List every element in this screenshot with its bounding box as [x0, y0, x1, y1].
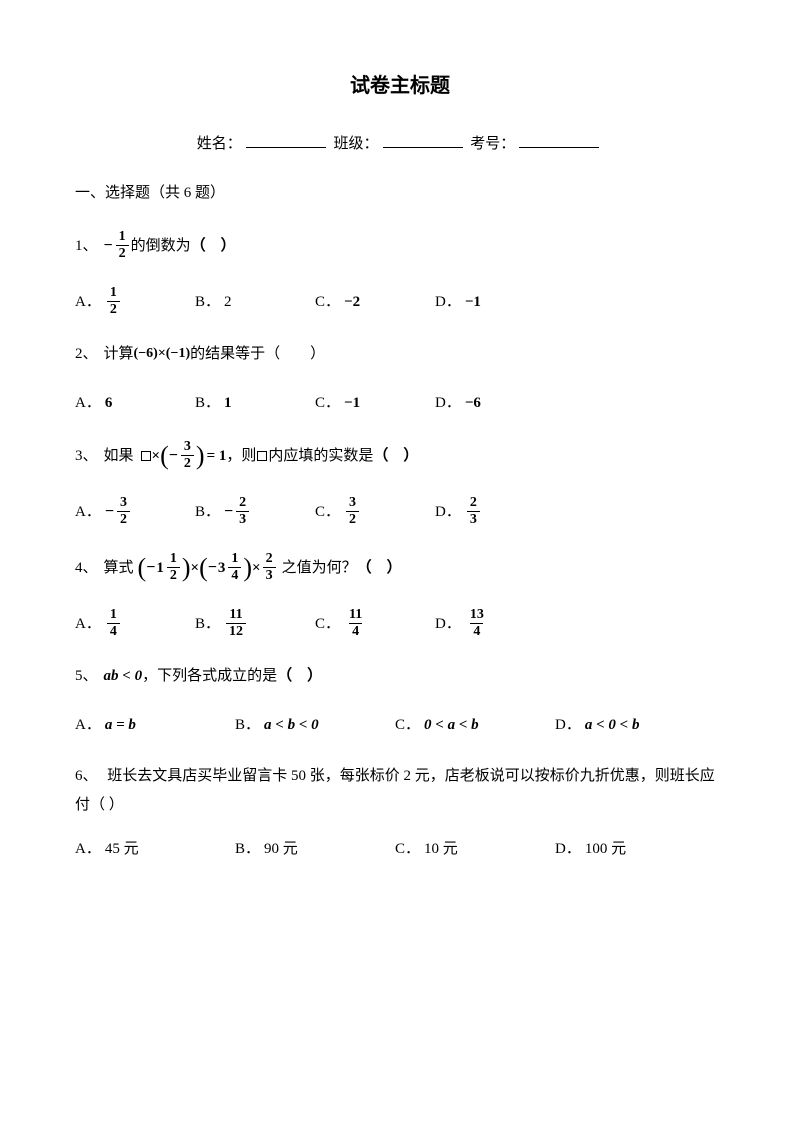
q3-prefix: 如果	[104, 444, 134, 468]
q5-opt-a[interactable]: A．a = b	[75, 713, 235, 737]
q4-suffix: 之值为何？	[282, 556, 357, 580]
q6-text: 班长去文具店买毕业留言卡 50 张，每张标价 2 元，店老板说可以按标价九折优惠…	[75, 768, 715, 813]
name-label: 姓名：	[197, 136, 242, 152]
q6-num: 6、	[75, 768, 98, 784]
q6-opt-b[interactable]: B．90 元	[235, 837, 395, 861]
q6-stem: 6、 班长去文具店买毕业留言卡 50 张，每张标价 2 元，店老板说可以按标价九…	[75, 762, 725, 819]
q4-opt-c[interactable]: C．114	[315, 608, 435, 639]
q1-fraction: − 12	[104, 230, 131, 261]
q1-num: 1、	[75, 234, 98, 258]
q3-opt-d[interactable]: D．23	[435, 496, 555, 527]
student-info-row: 姓名： 班级： 考号：	[75, 132, 725, 156]
class-label: 班级：	[333, 136, 378, 152]
q2-num: 2、	[75, 342, 98, 366]
q6-options: A．45 元 B．90 元 C．10 元 D．100 元	[75, 837, 725, 861]
q4-opt-b[interactable]: B．1112	[195, 608, 315, 639]
q2-stem: 2、 计算 (−6)×(−1) 的结果等于（ ）	[75, 342, 725, 366]
q3-opt-a[interactable]: A．−32	[75, 496, 195, 527]
q1-opt-b[interactable]: B． 2	[195, 290, 315, 314]
q3-stem: 3、 如果 × ( −32 ) = 1 ，则 内应填的实数是 （ ）	[75, 440, 725, 471]
question-3: 3、 如果 × ( −32 ) = 1 ，则 内应填的实数是 （ ） A．−32…	[75, 440, 725, 527]
q4-stem: 4、 算式 ( −112 ) × ( −314 ) × 23 之值为何？ （ ）	[75, 552, 725, 583]
examno-blank[interactable]	[519, 147, 599, 148]
q5-num: 5、	[75, 664, 98, 688]
q5-stem: 5、 ab < 0 ，下列各式成立的是 （ ）	[75, 664, 725, 688]
q5-options: A．a = b B．a < b < 0 C．0 < a < b D．a < 0 …	[75, 713, 725, 737]
q3-num: 3、	[75, 444, 98, 468]
q4-num: 4、	[75, 556, 98, 580]
question-5: 5、 ab < 0 ，下列各式成立的是 （ ） A．a = b B．a < b …	[75, 664, 725, 737]
box-icon-2	[257, 451, 267, 461]
q1-opt-c[interactable]: C． −2	[315, 290, 435, 314]
q5-cond: ab < 0	[104, 664, 143, 688]
question-4: 4、 算式 ( −112 ) × ( −314 ) × 23 之值为何？ （ ）…	[75, 552, 725, 639]
q6-opt-d[interactable]: D．100 元	[555, 837, 715, 861]
q5-suffix: ，下列各式成立的是	[142, 664, 277, 688]
q4-opt-d[interactable]: D．134	[435, 608, 555, 639]
q2-opt-d[interactable]: D．−6	[435, 391, 555, 415]
q3-paren: （ ）	[373, 444, 418, 468]
q3-opt-b[interactable]: B．−23	[195, 496, 315, 527]
q6-opt-c[interactable]: C．10 元	[395, 837, 555, 861]
q1-opt-a[interactable]: A． 12	[75, 286, 195, 317]
q3-suffix: 内应填的实数是	[268, 444, 373, 468]
q4-expr: ( −112 ) × ( −314 ) × 23	[138, 552, 278, 583]
section-header: 一、选择题（共 6 题）	[75, 181, 725, 205]
q1-stem: 1、 − 12 的倒数为 （ ）	[75, 230, 725, 261]
q1-text: 的倒数为	[131, 234, 191, 258]
q5-opt-b[interactable]: B．a < b < 0	[235, 713, 395, 737]
q5-paren: （ ）	[277, 664, 322, 688]
q2-suffix: 的结果等于（ ）	[190, 342, 325, 366]
q3-expr: × ( −32 ) = 1	[140, 440, 227, 471]
q2-opt-a[interactable]: A．6	[75, 391, 195, 415]
class-blank[interactable]	[383, 147, 463, 148]
q2-opt-c[interactable]: C．−1	[315, 391, 435, 415]
q2-expr: (−6)×(−1)	[134, 343, 191, 365]
q2-options: A．6 B．1 C．−1 D．−6	[75, 391, 725, 415]
name-blank[interactable]	[246, 147, 326, 148]
q1-opt-d[interactable]: D． −1	[435, 290, 555, 314]
q4-paren: （ ）	[357, 556, 402, 580]
q1-paren: （ ）	[191, 234, 236, 258]
question-2: 2、 计算 (−6)×(−1) 的结果等于（ ） A．6 B．1 C．−1 D．…	[75, 342, 725, 415]
page-title: 试卷主标题	[75, 70, 725, 102]
q4-prefix: 算式	[104, 556, 134, 580]
q3-opt-c[interactable]: C．32	[315, 496, 435, 527]
q4-options: A．14 B．1112 C．114 D．134	[75, 608, 725, 639]
examno-label: 考号：	[470, 136, 515, 152]
q5-opt-d[interactable]: D．a < 0 < b	[555, 713, 715, 737]
q2-opt-b[interactable]: B．1	[195, 391, 315, 415]
q1-options: A． 12 B． 2 C． −2 D． −1	[75, 286, 725, 317]
box-icon	[141, 451, 151, 461]
question-6: 6、 班长去文具店买毕业留言卡 50 张，每张标价 2 元，店老板说可以按标价九…	[75, 762, 725, 861]
q2-prefix: 计算	[104, 342, 134, 366]
q5-opt-c[interactable]: C．0 < a < b	[395, 713, 555, 737]
q6-opt-a[interactable]: A．45 元	[75, 837, 235, 861]
q4-opt-a[interactable]: A．14	[75, 608, 195, 639]
q3-options: A．−32 B．−23 C．32 D．23	[75, 496, 725, 527]
q3-mid: ，则	[226, 444, 256, 468]
question-1: 1、 − 12 的倒数为 （ ） A． 12 B． 2 C． −2 D． −1	[75, 230, 725, 317]
